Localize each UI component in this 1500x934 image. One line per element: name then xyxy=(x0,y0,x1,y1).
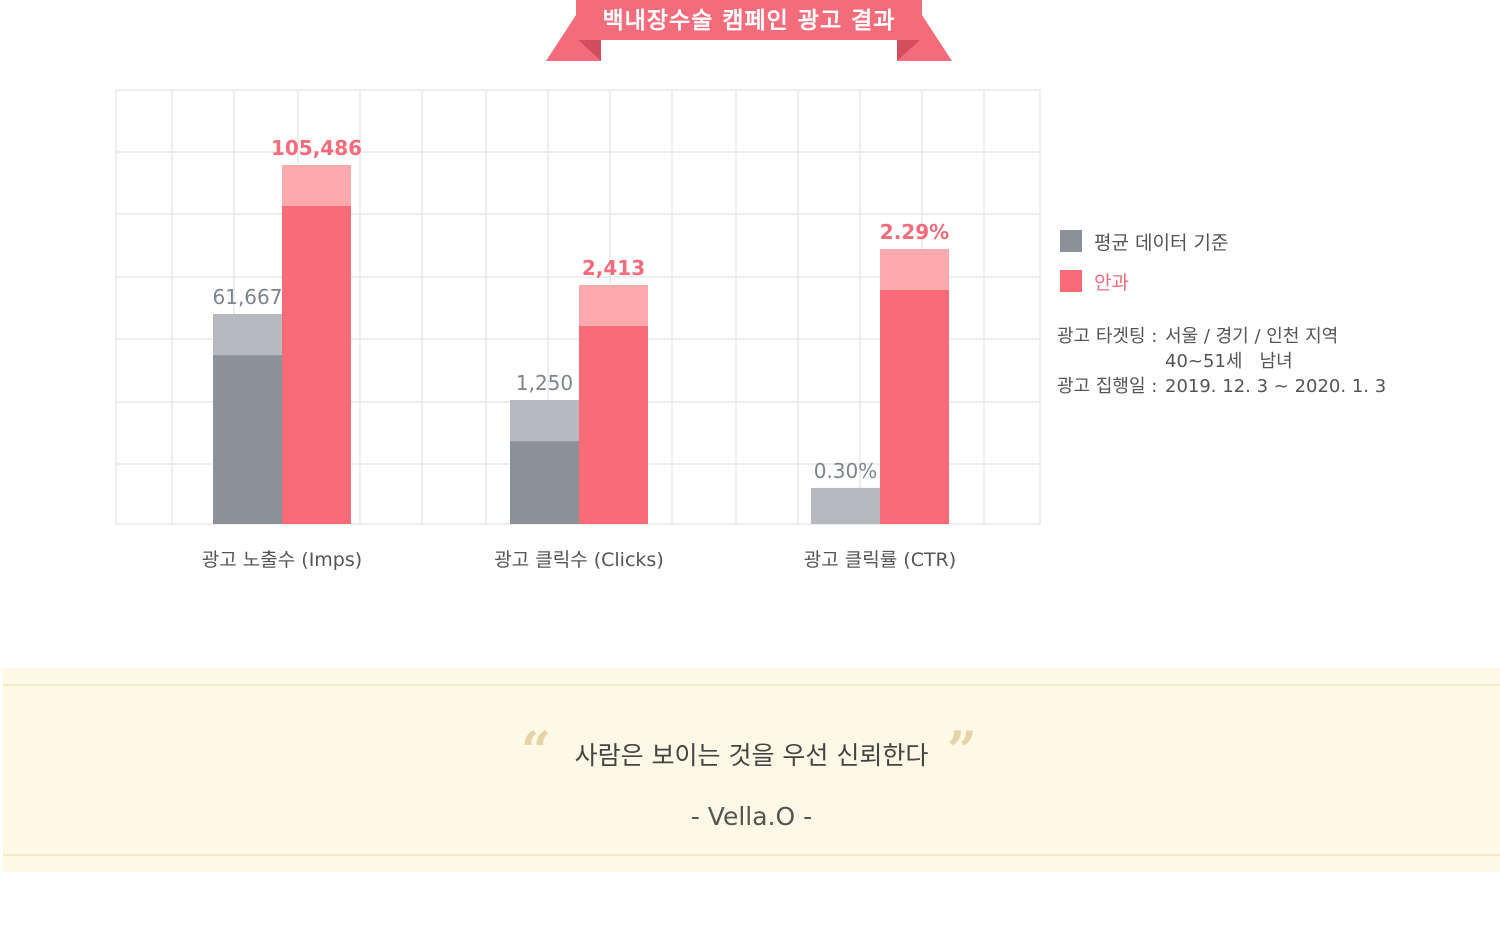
chart-title: 백내장수술 캠페인 광고 결과 xyxy=(602,8,896,34)
ribbon-banner xyxy=(576,0,922,40)
category-label-0: 광고 노출수 (Imps) xyxy=(202,549,362,571)
open-quote-icon: “ xyxy=(521,721,551,782)
chart-legend: 평균 데이터 기준 안과 xyxy=(1060,228,1228,308)
info-key: 광고 집행일 : xyxy=(1057,376,1158,397)
title-ribbon: 백내장수술 캠페인 광고 결과 xyxy=(546,0,952,64)
data-label-baseline-1: 1,250 xyxy=(516,371,573,395)
bar-ours-0 xyxy=(282,165,351,524)
category-label-2: 광고 클릭률 (CTR) xyxy=(804,549,956,571)
info-value: 40~51세 남녀 xyxy=(1165,351,1293,372)
chart-bars xyxy=(213,165,949,524)
data-label-ours-0: 105,486 xyxy=(271,136,362,160)
info-value: 2019. 12. 3 ~ 2020. 1. 3 xyxy=(1165,376,1387,397)
bar-cap-baseline-1 xyxy=(510,400,579,442)
ribbon-left-fold xyxy=(576,38,601,61)
legend-item-baseline: 평균 데이터 기준 xyxy=(1060,228,1228,254)
info-row-period: 광고 집행일 : 2019. 12. 3 ~ 2020. 1. 3 xyxy=(1057,374,1386,399)
bar-chart: 61,667 105,486 광고 노출수 (Imps) 1,250 2,413 광고 클… xyxy=(115,89,1041,571)
data-label-ours-2: 2.29% xyxy=(880,220,949,244)
bar-cap-baseline-0 xyxy=(213,314,282,356)
close-quote-icon: ” xyxy=(947,721,977,782)
info-key: 광고 타겟팅 : xyxy=(1057,326,1158,347)
legend-item-ours: 안과 xyxy=(1060,268,1228,294)
info-value: 서울 / 경기 / 인천 지역 xyxy=(1165,326,1339,347)
legend-label-ours: 안과 xyxy=(1094,271,1129,294)
legend-label-baseline: 평균 데이터 기준 xyxy=(1094,231,1229,254)
quote-bottom-rule xyxy=(3,854,1500,856)
legend-swatch-ours xyxy=(1060,270,1082,292)
bar-cap-ours-2 xyxy=(880,249,949,290)
quote-top-rule xyxy=(3,684,1500,686)
bar-cap-ours-0 xyxy=(282,165,351,206)
quote-text: 사람은 보이는 것을 우선 신뢰한다 xyxy=(574,741,929,770)
data-label-baseline-2: 0.30% xyxy=(814,459,878,483)
bar-cap-ours-1 xyxy=(579,285,648,326)
ribbon-right-fold xyxy=(897,38,922,61)
bar-cap-baseline-2 xyxy=(811,487,880,524)
category-label-1: 광고 클릭수 (Clicks) xyxy=(494,549,663,571)
info-row-age: 40~51세 남녀 xyxy=(1057,349,1386,374)
chart-labels: 61,667 105,486 광고 노출수 (Imps) 1,250 2,413 광고 클… xyxy=(202,136,956,571)
legend-swatch-baseline xyxy=(1060,230,1082,252)
bar-ours-2 xyxy=(880,249,949,524)
info-key xyxy=(1057,349,1165,374)
quote-band: “ ” 사람은 보이는 것을 우선 신뢰한다 - Vella.O - xyxy=(3,668,1500,872)
quote-author: - Vella.O - xyxy=(690,802,813,831)
data-label-baseline-0: 61,667 xyxy=(213,285,283,309)
data-label-ours-1: 2,413 xyxy=(582,256,645,280)
info-row-targeting: 광고 타겟팅 : 서울 / 경기 / 인천 지역 xyxy=(1057,324,1386,349)
campaign-info: 광고 타겟팅 : 서울 / 경기 / 인천 지역 40~51세 남녀 광고 집행… xyxy=(1057,324,1386,399)
